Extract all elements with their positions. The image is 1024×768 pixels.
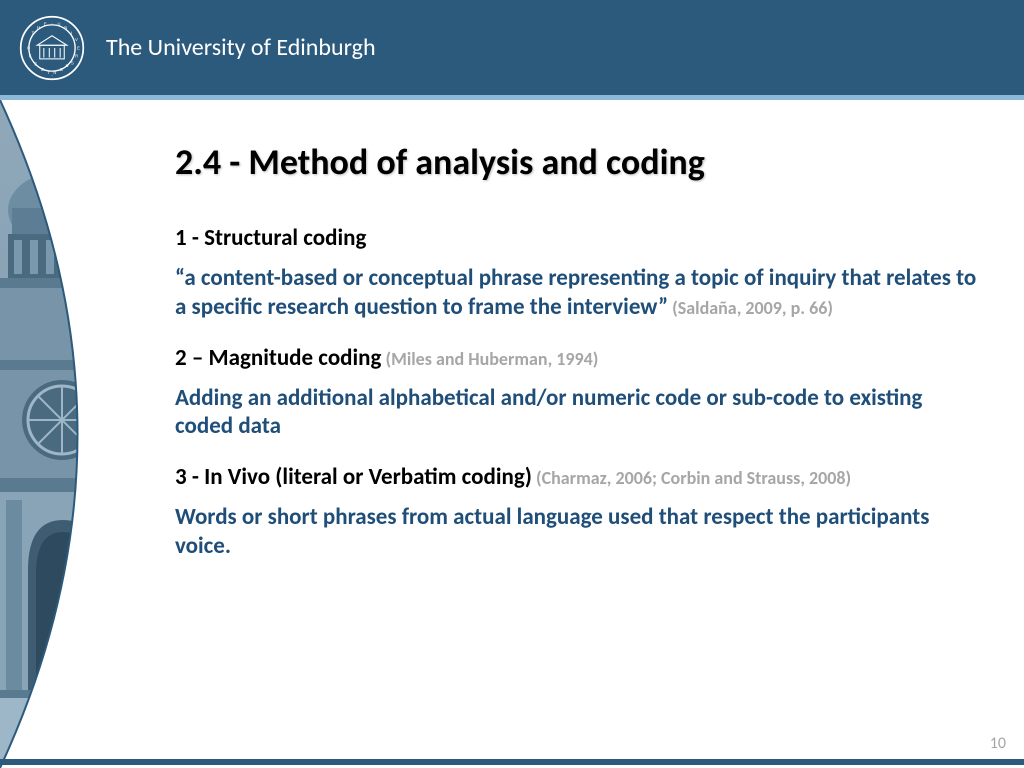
svg-text:H: H: [37, 24, 40, 29]
svg-text:N: N: [64, 24, 67, 29]
page-number: 10: [990, 734, 1006, 753]
svg-text:V: V: [75, 37, 78, 42]
footer-bar: [0, 759, 1024, 765]
svg-text:S: S: [71, 60, 74, 65]
svg-text:E: E: [44, 21, 47, 26]
item-2-desc: Adding an additional alphabetical and/or…: [175, 384, 979, 442]
svg-text:B: B: [60, 67, 63, 72]
item-2-heading-text: 2 – Magnitude coding: [175, 344, 381, 372]
item-3-desc: Words or short phrases from actual langu…: [175, 503, 979, 561]
item-1: 1 - Structural coding “a content-based o…: [175, 224, 979, 322]
item-2: 2 – Magnitude coding (Miles and Huberman…: [175, 344, 979, 442]
svg-text:N: N: [53, 69, 56, 74]
svg-text:E: E: [77, 45, 80, 50]
svg-text:R: R: [75, 53, 78, 58]
item-3-heading-text: 3 - In Vivo (literal or Verbatim coding): [175, 463, 532, 491]
item-1-desc-citation: (Saldaña, 2009, p. 66): [668, 297, 833, 319]
item-1-heading-text: 1 - Structural coding: [175, 224, 366, 252]
content-area: 2.4 - Method of analysis and coding 1 - …: [165, 100, 1024, 768]
slide-body: 2.4 - Method of analysis and coding 1 - …: [0, 100, 1024, 768]
item-2-heading: 2 – Magnitude coding (Miles and Huberman…: [175, 344, 979, 372]
svg-text:U: U: [66, 63, 69, 68]
item-3: 3 - In Vivo (literal or Verbatim coding)…: [175, 463, 979, 561]
item-2-heading-citation: (Miles and Huberman, 1994): [381, 348, 598, 370]
item-2-desc-text: Adding an additional alphabetical and/or…: [175, 384, 922, 441]
svg-text:U: U: [57, 21, 60, 26]
svg-text:O: O: [27, 45, 30, 50]
item-1-desc-text: “a content-based or conceptual phrase re…: [175, 264, 976, 321]
svg-text:I: I: [48, 69, 49, 74]
side-building-image: [0, 100, 155, 768]
item-3-heading: 3 - In Vivo (literal or Verbatim coding)…: [175, 463, 979, 491]
slide-title: 2.4 - Method of analysis and coding: [175, 140, 979, 184]
item-1-heading: 1 - Structural coding: [175, 224, 979, 252]
svg-text:D: D: [41, 67, 44, 72]
svg-text:I: I: [71, 30, 72, 35]
header-bar: · · THE UNI VER SOF EDI NBU The Universi…: [0, 0, 1024, 100]
university-crest-icon: · · THE UNI VER SOF EDI NBU: [18, 14, 86, 82]
logo-wrap: · · THE UNI VER SOF EDI NBU The Universi…: [18, 14, 376, 82]
item-3-desc-text: Words or short phrases from actual langu…: [175, 503, 929, 560]
svg-text:E: E: [34, 61, 37, 66]
item-1-desc: “a content-based or conceptual phrase re…: [175, 264, 979, 322]
item-3-heading-citation: (Charmaz, 2006; Corbin and Strauss, 2008…: [532, 467, 851, 489]
university-name: The University of Edinburgh: [106, 33, 376, 62]
